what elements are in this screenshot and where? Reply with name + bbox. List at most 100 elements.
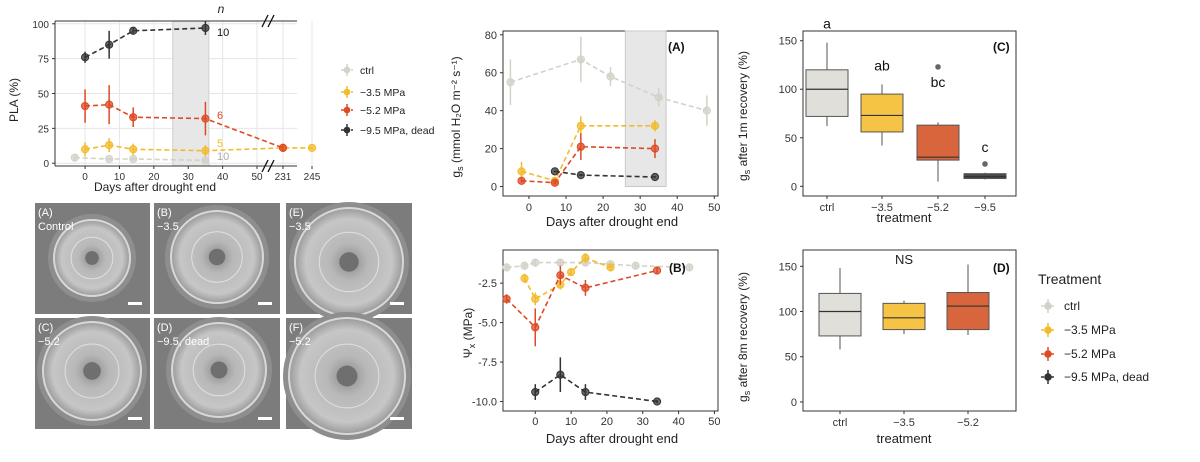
- box1m-outlier: [935, 64, 941, 70]
- gs-shaded-window: [624, 30, 667, 188]
- psi-line-3: [534, 373, 658, 403]
- gs-point: [506, 78, 515, 87]
- gs-panel-border: [502, 30, 719, 197]
- gs-series-2: [517, 133, 660, 187]
- pla-x-tick-label: 30: [183, 172, 195, 183]
- pla-point: [105, 40, 114, 49]
- gs-x-tick-label: 40: [671, 202, 683, 214]
- micrograph-cambium-ring: [318, 231, 380, 293]
- box8m-x-title: treatment: [877, 431, 932, 446]
- pla-point: [129, 113, 138, 122]
- micrograph-cambium-ring: [314, 343, 380, 409]
- gs-point: [650, 172, 660, 182]
- pla-series-2: [80, 85, 288, 153]
- pla-point: [129, 145, 138, 154]
- psi-point: [581, 283, 590, 292]
- gs-y-tick-label: 60: [485, 68, 497, 80]
- legend-left-swatch-dot: [343, 88, 351, 96]
- gs-x-tick-label: 10: [560, 202, 572, 214]
- micrograph-label: (D): [157, 322, 172, 334]
- micrograph-pith: [210, 361, 228, 379]
- gs-point: [550, 167, 559, 176]
- pla-line-1: [84, 144, 312, 152]
- gs-point: [650, 121, 660, 130]
- legend-left-label: −5.2 MPa: [360, 105, 405, 117]
- psi-y-tick-label: -5.0: [478, 318, 497, 330]
- psi-point: [685, 263, 694, 272]
- pla-x-tick-label: 10: [114, 172, 126, 183]
- box8m-box-1: −3.5: [882, 300, 926, 429]
- box8m-x-tick-label: −5.2: [957, 417, 979, 429]
- pla-point: [278, 143, 288, 152]
- pla-x-tick-label: 0: [82, 172, 88, 183]
- box8m-y-title: gs after 8m recovery (%): [736, 272, 752, 402]
- micrograph-label: (E): [289, 207, 304, 219]
- pla-x-tick-label: 245: [304, 172, 321, 183]
- legend-right-label: ctrl: [1064, 299, 1080, 313]
- micrograph-panel: (E) −3.5: [286, 202, 412, 322]
- psi-x-tick-label: 10: [565, 416, 577, 428]
- gs-series-0: [506, 36, 711, 126]
- micrograph-scale-bar: [128, 302, 142, 305]
- legend-left-swatch-dot: [343, 126, 351, 134]
- psi-x-tick-label: 30: [637, 416, 649, 428]
- psi-series-3: [531, 357, 662, 406]
- box8m-box-body: [946, 292, 990, 331]
- psi-point: [556, 258, 565, 267]
- gs-point: [650, 144, 660, 153]
- pla-axis-break: [261, 159, 269, 173]
- pla-n-label: n: [218, 2, 225, 16]
- legend-right-swatch-dot: [1044, 350, 1052, 358]
- micrograph-cambium-ring: [64, 343, 120, 399]
- micrograph-grid: (A) Control (B) −3.5 (E) −3.5 (C) −5.2 (D) −9.5, …: [35, 202, 412, 440]
- gs-y-tick-label: 80: [485, 30, 497, 42]
- pla-point: [80, 53, 90, 62]
- micrograph-pith: [208, 248, 226, 266]
- pla-point: [201, 114, 210, 123]
- gs-point: [606, 72, 615, 81]
- box1m-box-3: −9.5 c: [963, 139, 1007, 214]
- pla-y-tick-label: 25: [38, 124, 50, 135]
- micrograph-scale-bar: [390, 302, 404, 305]
- micrograph-cambium-ring: [70, 236, 114, 280]
- box1m-x-tick-label: −5.2: [927, 202, 949, 214]
- micrograph-panel: (C) −5.2: [35, 316, 150, 429]
- micrograph-pith: [83, 362, 101, 380]
- micrograph-scale-bar: [258, 302, 272, 305]
- box1m-y-tick-label: 50: [785, 133, 797, 145]
- gs-line-2: [521, 145, 656, 184]
- psi-point: [556, 271, 565, 280]
- pla-y-tick-label: 100: [32, 20, 49, 31]
- box1m-significance-letter: ab: [874, 57, 890, 73]
- micrograph-sublabel: −9.5, dead: [157, 336, 209, 348]
- psi-point: [531, 294, 540, 304]
- pla-series-3: [80, 21, 210, 63]
- legend-right-swatch-dot: [1044, 326, 1052, 334]
- legend-left-label: ctrl: [360, 65, 374, 77]
- psi-x-tick-label: 50: [708, 416, 720, 428]
- gs-line-1: [521, 125, 655, 182]
- gs-point: [576, 171, 585, 180]
- box1m-y-title: gs after 1m recovery (%): [736, 51, 752, 181]
- pla-y-tick-label: 75: [38, 55, 50, 66]
- micrograph-panel: (B) −3.5: [154, 203, 280, 314]
- box8m-y-tick-label: 100: [779, 307, 797, 319]
- pla-axis-break: [261, 14, 269, 28]
- psi-plot-area: -2.5 -5.0 -7.5 -10.0 0 10 20 30 40 50: [472, 249, 721, 428]
- micrograph-panel: (F) −5.2: [283, 312, 412, 440]
- gs-point: [576, 55, 585, 64]
- pla-point: [105, 100, 114, 109]
- box1m-significance-letter: bc: [931, 74, 946, 90]
- pla-x-tick-label: 50: [251, 172, 263, 183]
- box8m-y-tick-label: 50: [785, 352, 797, 364]
- micrograph-pith: [336, 365, 358, 387]
- gs-plot-area: 0 20 40 60 80 0 10 20 30 40 50: [485, 30, 721, 214]
- micrograph-panel: (D) −9.5, dead: [154, 317, 280, 429]
- pla-point: [80, 145, 90, 154]
- psi-y-tick-label: -7.5: [478, 357, 497, 369]
- psi-y-tick-label: -2.5: [478, 278, 497, 290]
- gs-y-tick-label: 20: [485, 144, 497, 156]
- psi-point: [606, 263, 615, 272]
- psi-x-tick-label: 0: [532, 416, 538, 428]
